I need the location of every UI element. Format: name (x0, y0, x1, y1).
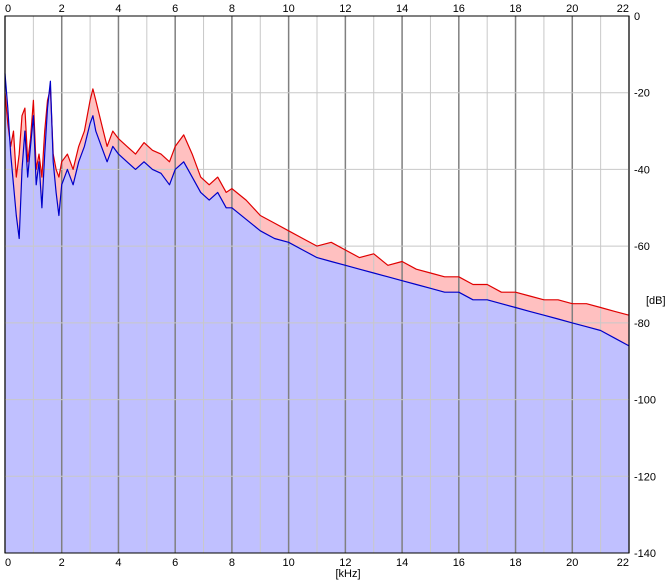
x-tick-label-top: 18 (509, 3, 521, 15)
x-tick-label-top: 20 (566, 3, 578, 15)
x-tick-label-bottom: 20 (566, 557, 578, 569)
y-tick-label: -60 (634, 241, 650, 253)
y-tick-label: -100 (634, 395, 656, 407)
x-tick-label-bottom: 0 (5, 557, 11, 569)
x-tick-label-top: 10 (283, 3, 295, 15)
x-tick-label-top: 8 (229, 3, 235, 15)
y-axis-label: [dB] (646, 295, 665, 307)
x-tick-label-top: 22 (617, 3, 629, 15)
x-tick-label-bottom: 6 (172, 557, 178, 569)
x-tick-label-top: 16 (453, 3, 465, 15)
y-tick-label: -40 (634, 164, 650, 176)
x-tick-label-top: 6 (172, 3, 178, 15)
y-tick-label: -140 (634, 548, 656, 560)
x-tick-label-top: 2 (59, 3, 65, 15)
x-tick-label-top: 12 (339, 3, 351, 15)
x-axis-label: [kHz] (335, 568, 360, 580)
x-tick-label-bottom: 16 (453, 557, 465, 569)
x-tick-label-bottom: 2 (59, 557, 65, 569)
x-tick-label-bottom: 4 (115, 557, 121, 569)
x-tick-labels-top: 0 2 4 6 8 10 12 14 16 18 20 22 (5, 3, 629, 15)
y-tick-label: 0 (634, 11, 640, 23)
x-tick-label-bottom: 14 (396, 557, 408, 569)
x-tick-label-top: 0 (5, 3, 11, 15)
y-tick-labels: 0 -20 -40 -60 -80 -100 -120 -140 (634, 11, 656, 560)
x-tick-labels-bottom: 0 2 4 6 8 10 12 14 16 18 20 22 (5, 557, 629, 569)
y-tick-label: -120 (634, 471, 656, 483)
x-tick-label-top: 14 (396, 3, 408, 15)
x-tick-label-bottom: 8 (229, 557, 235, 569)
y-tick-label: -80 (634, 318, 650, 330)
y-tick-label: -20 (634, 88, 650, 100)
x-tick-label-bottom: 18 (509, 557, 521, 569)
x-tick-label-top: 4 (115, 3, 121, 15)
x-tick-label-bottom: 22 (617, 557, 629, 569)
x-tick-label-bottom: 10 (283, 557, 295, 569)
